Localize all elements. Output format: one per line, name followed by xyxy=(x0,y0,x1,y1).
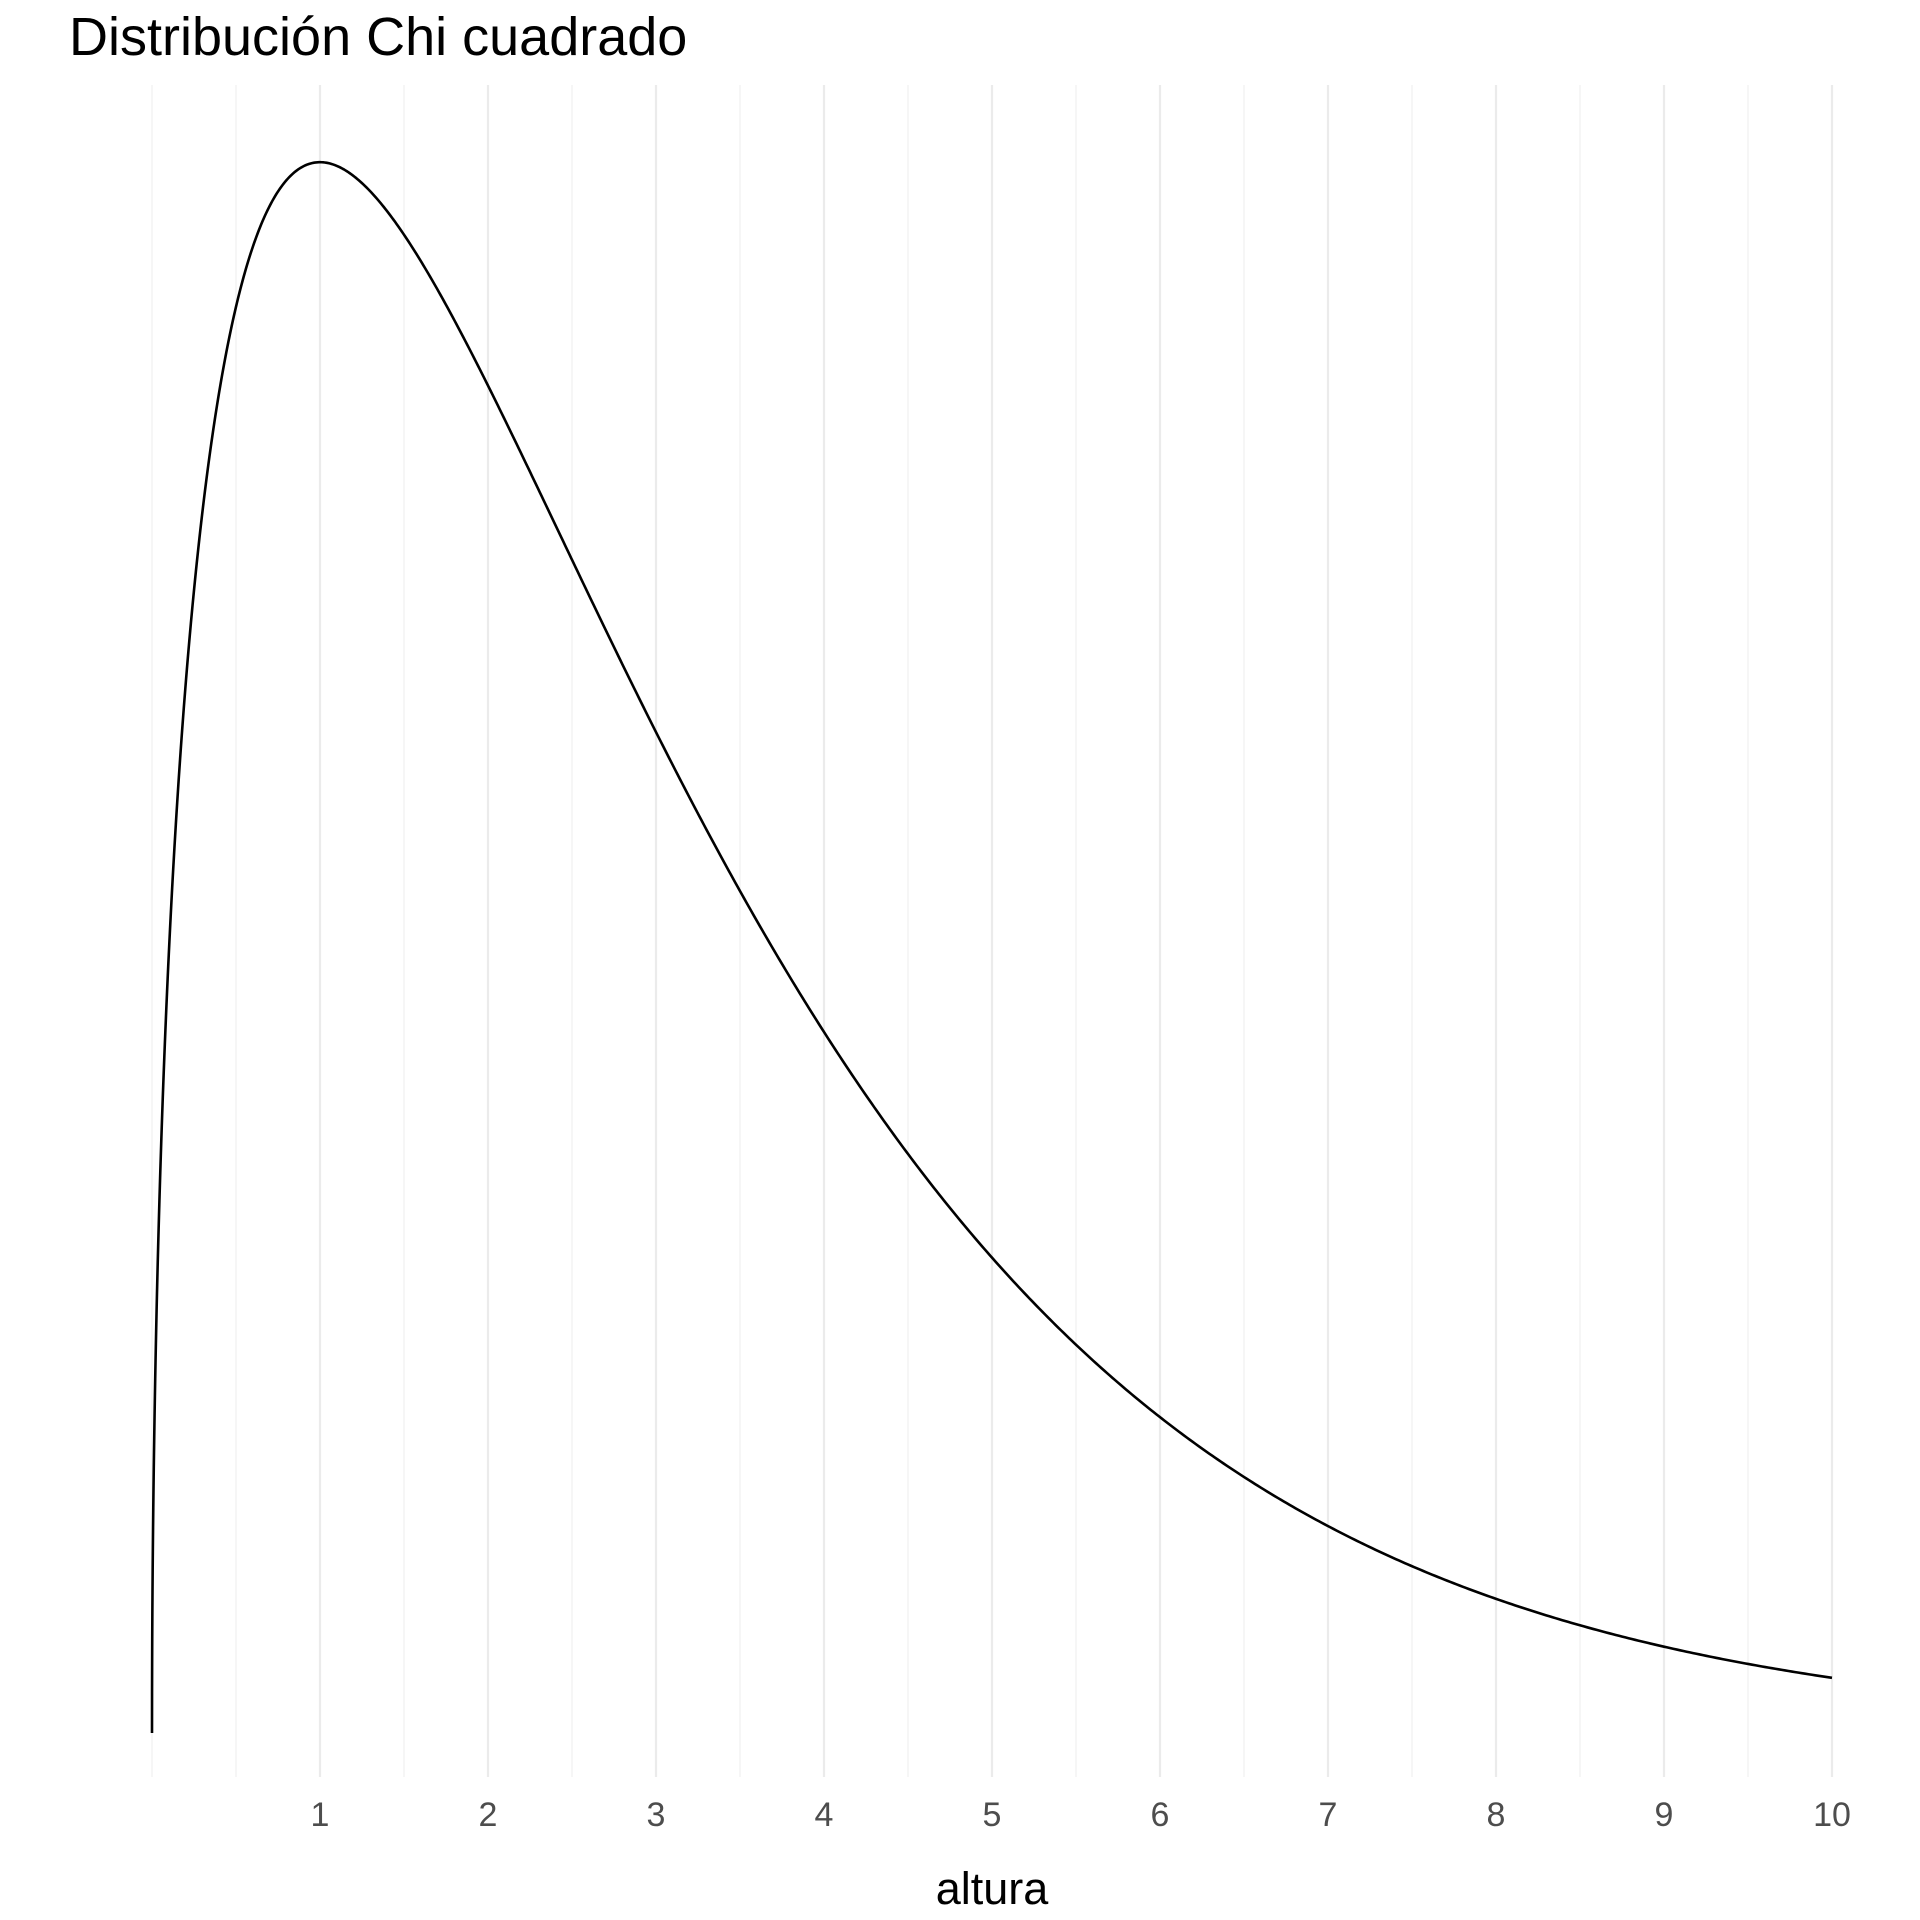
x-tick-label: 7 xyxy=(1319,1796,1338,1834)
grid-layer xyxy=(151,85,1834,1777)
x-axis-tick-labels: 1 2 3 4 5 6 7 8 9 10 xyxy=(311,1796,1851,1834)
x-axis-title: altura xyxy=(936,1863,1050,1914)
x-tick-label: 6 xyxy=(1151,1796,1170,1834)
x-tick-label: 8 xyxy=(1487,1796,1506,1834)
x-tick-label: 5 xyxy=(983,1796,1002,1834)
x-tick-label: 1 xyxy=(311,1796,330,1834)
curve-layer xyxy=(150,160,1833,1734)
density-curve xyxy=(150,160,1833,1734)
x-tick-label: 3 xyxy=(647,1796,666,1834)
x-tick-label: 2 xyxy=(479,1796,498,1834)
chart-title: Distribución Chi cuadrado xyxy=(69,7,687,67)
x-tick-label: 10 xyxy=(1813,1796,1851,1834)
x-tick-label: 4 xyxy=(815,1796,834,1834)
x-tick-label: 9 xyxy=(1655,1796,1674,1834)
